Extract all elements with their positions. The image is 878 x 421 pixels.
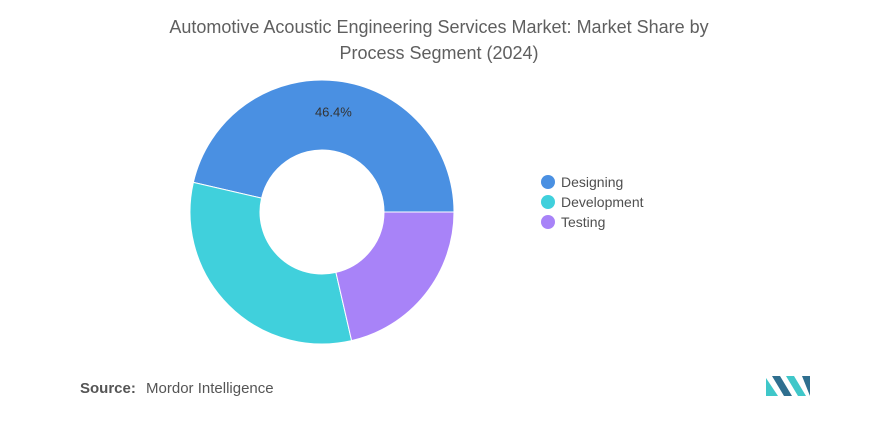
donut-slice-designing[interactable]	[192, 79, 455, 213]
mordor-intelligence-logo-icon	[766, 376, 810, 396]
chart-title-line-2: Process Segment (2024)	[339, 43, 539, 63]
source-label: Source:	[80, 380, 136, 397]
source-text: Mordor Intelligence	[146, 380, 274, 397]
donut-slice-development[interactable]	[189, 181, 353, 345]
chart-legend: Designing Development Testing	[541, 172, 644, 232]
chart-title-line-1: Automotive Acoustic Engineering Services…	[169, 17, 709, 37]
legend-label-designing: Designing	[561, 174, 624, 190]
legend-item-testing[interactable]: Testing	[541, 212, 644, 232]
legend-swatch-testing	[541, 215, 555, 229]
chart-title: Automotive Acoustic Engineering Services…	[0, 14, 878, 66]
legend-swatch-designing	[541, 175, 555, 189]
legend-item-development[interactable]: Development	[541, 192, 644, 212]
legend-label-development: Development	[561, 194, 644, 210]
legend-swatch-development	[541, 195, 555, 209]
source-note: Source: Mordor Intelligence	[80, 380, 274, 397]
legend-item-designing[interactable]: Designing	[541, 172, 644, 192]
data-label-designing: 46.4%	[315, 105, 352, 120]
legend-label-testing: Testing	[561, 214, 606, 230]
donut-slice-testing[interactable]	[335, 211, 455, 342]
